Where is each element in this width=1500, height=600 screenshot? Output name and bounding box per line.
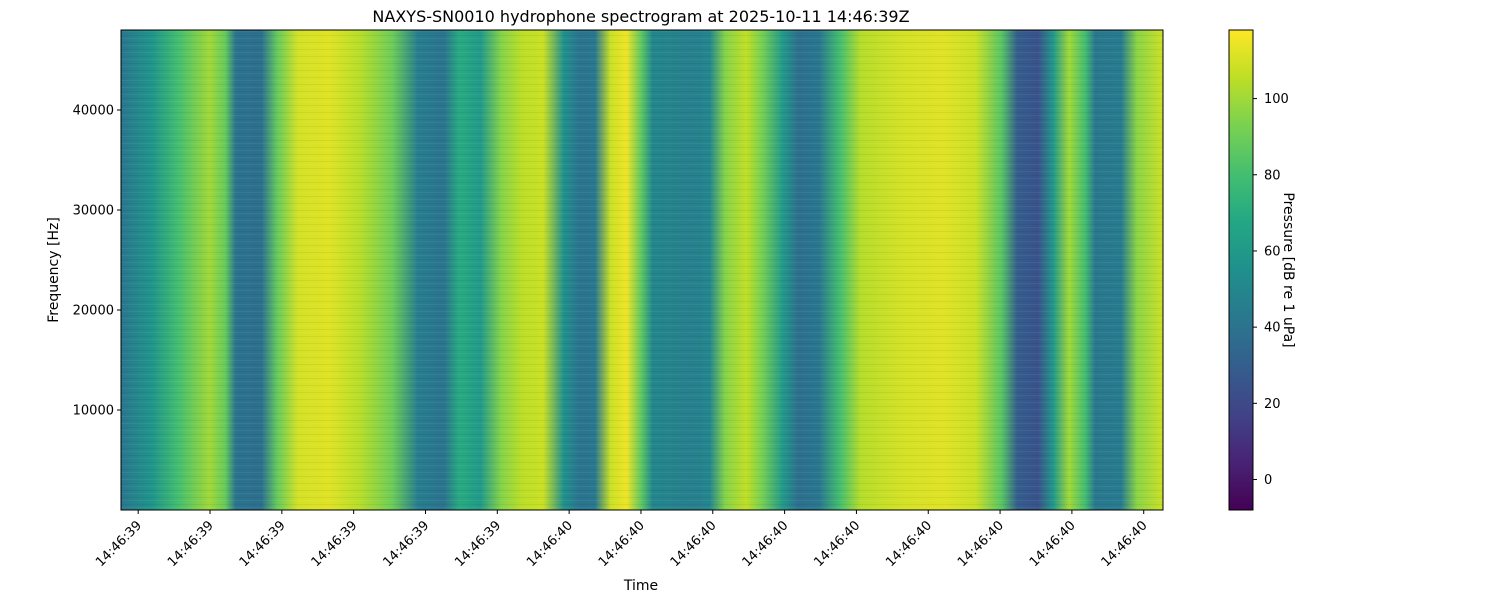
x-tick-label: 14:46:40 (1027, 518, 1079, 570)
plot-area (120, 29, 1164, 511)
x-tick-label: 14:46:39 (309, 518, 361, 570)
x-tick-label: 14:46:39 (93, 518, 145, 570)
colorbar: 0 20 40 60 80 100 Pressure [dB re 1 uPa] (1228, 29, 1296, 511)
x-tick-label: 14:46:39 (237, 518, 289, 570)
colorbar-tick-label: 20 (1264, 397, 1281, 412)
x-tick-label: 14:46:39 (165, 518, 217, 570)
y-axis-label: Frequency [Hz] (46, 217, 62, 323)
colorbar-tick-label: 60 (1264, 244, 1281, 259)
x-tick-label: 14:46:40 (524, 518, 576, 570)
colorbar-label: Pressure [dB re 1 uPa] (1280, 192, 1296, 347)
y-axis: 10000 20000 30000 40000 (73, 104, 121, 419)
x-tick-label: 14:46:39 (380, 518, 432, 570)
x-tick-label: 14:46:40 (811, 518, 863, 570)
colorbar-tick-label: 80 (1264, 168, 1281, 183)
colorbar-gradient (1229, 30, 1253, 510)
chart-title: NAXYS-SN0010 hydrophone spectrogram at 2… (372, 7, 909, 26)
x-tick-label: 14:46:40 (1099, 518, 1151, 570)
x-tick-label: 14:46:40 (955, 518, 1007, 570)
x-tick-label: 14:46:40 (740, 518, 792, 570)
colorbar-frame (1228, 29, 1254, 511)
x-tick-label: 14:46:40 (596, 518, 648, 570)
y-tick-label: 20000 (73, 304, 114, 319)
y-tick-label: 10000 (73, 404, 114, 419)
y-tick-label: 30000 (73, 204, 114, 219)
x-tick-label: 14:46:40 (668, 518, 720, 570)
colorbar-tick-label: 0 (1264, 473, 1272, 488)
colorbar-tick-label: 100 (1264, 92, 1289, 107)
plot-frame (120, 29, 1164, 511)
spectrogram-texture (121, 30, 1163, 510)
x-tick-label: 14:46:39 (452, 518, 504, 570)
colorbar-tick-label: 40 (1264, 321, 1281, 336)
x-axis: 14:46:39 14:46:39 14:46:39 14:46:39 14:46:39… (93, 510, 1151, 570)
x-tick-label: 14:46:40 (883, 518, 935, 570)
colorbar-ticks: 0 20 40 60 80 100 (1253, 92, 1289, 488)
y-tick-label: 40000 (73, 104, 114, 119)
x-axis-label: Time (623, 578, 658, 594)
